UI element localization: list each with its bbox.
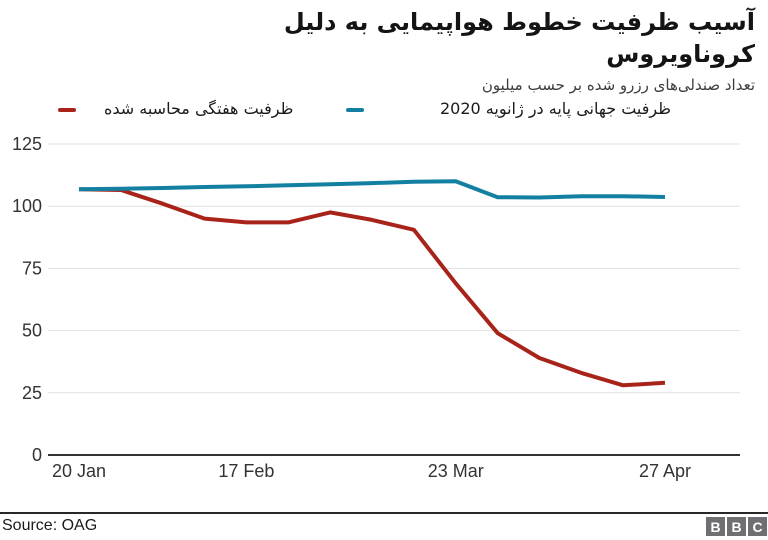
bbc-logo-block: C <box>748 517 767 536</box>
y-tick-label: 0 <box>32 445 42 465</box>
baseline-capacity-line <box>78 179 666 200</box>
x-tick-label: 27 Apr <box>639 461 691 481</box>
y-tick-label: 75 <box>22 258 42 278</box>
weekly-series-label: ظرفیت هفتگی محاسبه شده <box>104 99 294 118</box>
x-tick-label: 23 Mar <box>428 461 484 481</box>
y-tick-label: 125 <box>12 134 42 154</box>
y-tick-label: 25 <box>22 383 42 403</box>
legend: ظرفیت هفتگی محاسبه شده ظرفیت جهانی پایه … <box>0 96 768 124</box>
x-tick-label: 20 Jan <box>52 461 106 481</box>
baseline-series-swatch <box>346 108 364 112</box>
bbc-logo-block: B <box>727 517 746 536</box>
x-tick-label: 17 Feb <box>218 461 274 481</box>
y-tick-label: 50 <box>22 321 42 341</box>
bbc-logo-block: B <box>706 517 725 536</box>
chart-header: آسیب ظرفیت خطوط هواپیمایی به دلیل کروناو… <box>140 6 755 94</box>
footer-divider <box>0 512 768 514</box>
source-credit: Source: OAG <box>2 517 98 534</box>
bbc-logo: B B C <box>706 517 767 536</box>
weekly-series-swatch <box>58 108 76 112</box>
chart-title: آسیب ظرفیت خطوط هواپیمایی به دلیل کروناو… <box>283 8 755 69</box>
y-tick-label: 100 <box>12 196 42 216</box>
chart-subtitle: تعداد صندلی‌های رزرو شده بر حسب میلیون <box>481 75 755 94</box>
weekly-capacity-line <box>78 187 666 388</box>
baseline-series-label: ظرفیت جهانی پایه در ژانویه 2020 <box>440 99 671 118</box>
